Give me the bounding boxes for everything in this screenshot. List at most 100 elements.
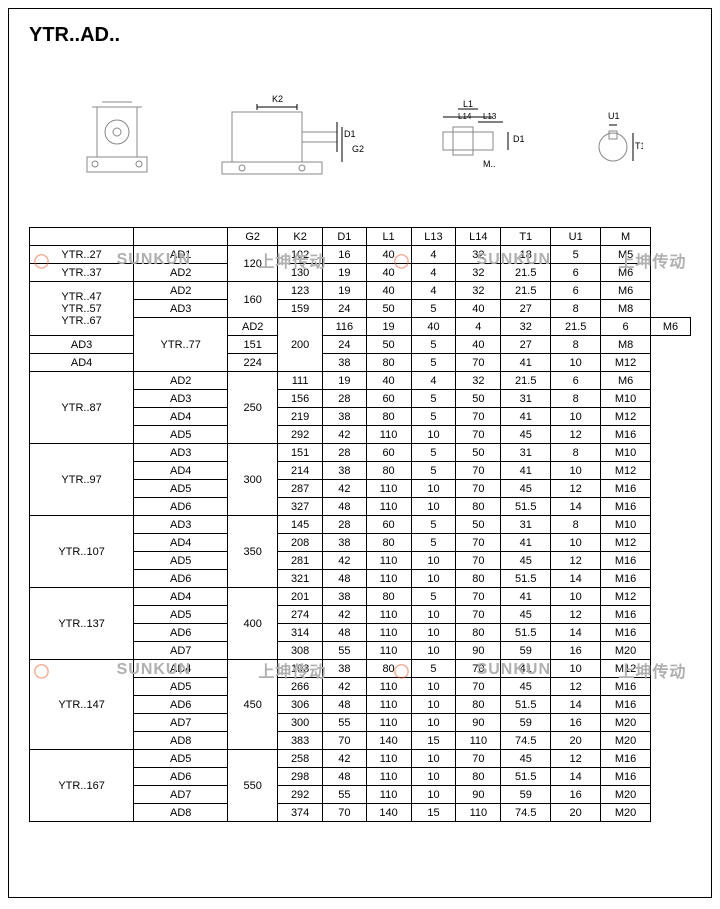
data-cell: 80 — [456, 570, 501, 588]
data-cell: 140 — [366, 804, 411, 822]
data-cell: M16 — [601, 624, 651, 642]
svg-text:G2: G2 — [352, 144, 364, 154]
data-cell: 5 — [411, 462, 456, 480]
ad-cell: AD2 — [134, 264, 228, 282]
data-cell: 40 — [366, 372, 411, 390]
data-cell: 12 — [551, 552, 601, 570]
model-cell: YTR..137 — [30, 588, 134, 660]
table-row: AD31512450540278M8 — [30, 336, 691, 354]
data-cell: 74.5 — [501, 804, 551, 822]
data-cell: 70 — [456, 408, 501, 426]
data-cell: 110 — [366, 570, 411, 588]
diagram-front — [77, 97, 157, 187]
data-cell: 41 — [501, 660, 551, 678]
data-cell: 27 — [501, 300, 551, 318]
data-cell: 10 — [551, 588, 601, 606]
data-cell: 45 — [501, 606, 551, 624]
data-cell: 12 — [551, 606, 601, 624]
data-cell: 145 — [278, 516, 323, 534]
column-header: D1 — [323, 228, 367, 246]
model-cell: YTR..87 — [30, 372, 134, 444]
diagram-key: U1 T1 — [583, 107, 643, 177]
svg-text:L13: L13 — [483, 112, 497, 121]
data-cell: 50 — [366, 300, 411, 318]
data-cell: 314 — [278, 624, 323, 642]
data-cell: 110 — [366, 426, 411, 444]
data-cell: 4 — [411, 372, 456, 390]
data-cell: M16 — [601, 606, 651, 624]
data-cell: 21.5 — [501, 264, 551, 282]
data-cell: 40 — [411, 318, 456, 336]
data-cell: 281 — [278, 552, 323, 570]
data-cell: 24 — [323, 336, 367, 354]
ad-cell: AD5 — [134, 480, 228, 498]
data-cell: 74.5 — [501, 732, 551, 750]
column-header — [30, 228, 134, 246]
data-cell: 70 — [456, 606, 501, 624]
data-cell: 38 — [323, 462, 367, 480]
data-cell: 50 — [366, 336, 411, 354]
data-cell: M6 — [601, 372, 651, 390]
data-cell: M16 — [601, 552, 651, 570]
data-cell: 266 — [278, 678, 323, 696]
data-cell: 90 — [456, 642, 501, 660]
data-cell: 6 — [601, 318, 651, 336]
data-cell: 80 — [366, 660, 411, 678]
data-cell: 28 — [323, 390, 367, 408]
data-cell: 16 — [551, 714, 601, 732]
data-cell: M12 — [601, 534, 651, 552]
data-cell: 110 — [366, 714, 411, 732]
svg-text:T1: T1 — [635, 141, 643, 151]
data-cell: 8 — [551, 444, 601, 462]
data-cell: M12 — [601, 660, 651, 678]
data-cell: 110 — [366, 624, 411, 642]
ad-cell: AD4 — [134, 408, 228, 426]
data-cell: M16 — [601, 498, 651, 516]
data-cell: 42 — [323, 552, 367, 570]
data-cell: 14 — [551, 570, 601, 588]
diagram-side: K2 D1 G2 — [212, 92, 372, 192]
ad-cell: AD1 — [134, 246, 228, 264]
data-cell: 41 — [501, 408, 551, 426]
data-cell: 50 — [456, 390, 501, 408]
data-cell: 80 — [366, 462, 411, 480]
svg-text:L1: L1 — [463, 99, 473, 109]
data-cell: 41 — [501, 354, 551, 372]
column-header: U1 — [551, 228, 601, 246]
data-cell: M12 — [601, 588, 651, 606]
data-cell: 80 — [366, 534, 411, 552]
data-cell: M16 — [601, 696, 651, 714]
data-cell: 4 — [411, 264, 456, 282]
table-row: YTR..37AD2130194043221.56M6 — [30, 264, 691, 282]
data-cell: 10 — [411, 498, 456, 516]
data-cell: M20 — [601, 732, 651, 750]
data-cell: 59 — [501, 714, 551, 732]
data-cell: 45 — [501, 426, 551, 444]
data-cell: 374 — [278, 804, 323, 822]
data-cell: 16 — [551, 786, 601, 804]
data-cell: 110 — [456, 732, 501, 750]
data-cell: 110 — [366, 786, 411, 804]
diagram-shaft: L1 L14 L13 D1 M.. — [428, 97, 528, 187]
technical-diagrams: K2 D1 G2 L1 L14 L13 D1 M.. — [29, 67, 691, 217]
ad-cell: AD7 — [134, 714, 228, 732]
data-cell: 123 — [278, 282, 323, 300]
data-cell: M20 — [601, 714, 651, 732]
data-cell: 42 — [323, 750, 367, 768]
data-cell: 38 — [323, 354, 367, 372]
data-cell: 6 — [551, 282, 601, 300]
data-cell: 80 — [456, 624, 501, 642]
data-cell: 48 — [323, 696, 367, 714]
data-cell: 55 — [323, 642, 367, 660]
data-cell: 70 — [456, 534, 501, 552]
column-header: L1 — [366, 228, 411, 246]
data-cell: 140 — [366, 732, 411, 750]
data-cell: 80 — [366, 408, 411, 426]
table-body: YTR..27AD11201021640432185M5YTR..37AD213… — [30, 246, 691, 822]
column-header: L13 — [411, 228, 456, 246]
data-cell: 10 — [411, 786, 456, 804]
data-cell: 90 — [456, 714, 501, 732]
g2-cell: 550 — [228, 750, 278, 822]
data-cell: M6 — [601, 264, 651, 282]
data-cell: 38 — [323, 588, 367, 606]
